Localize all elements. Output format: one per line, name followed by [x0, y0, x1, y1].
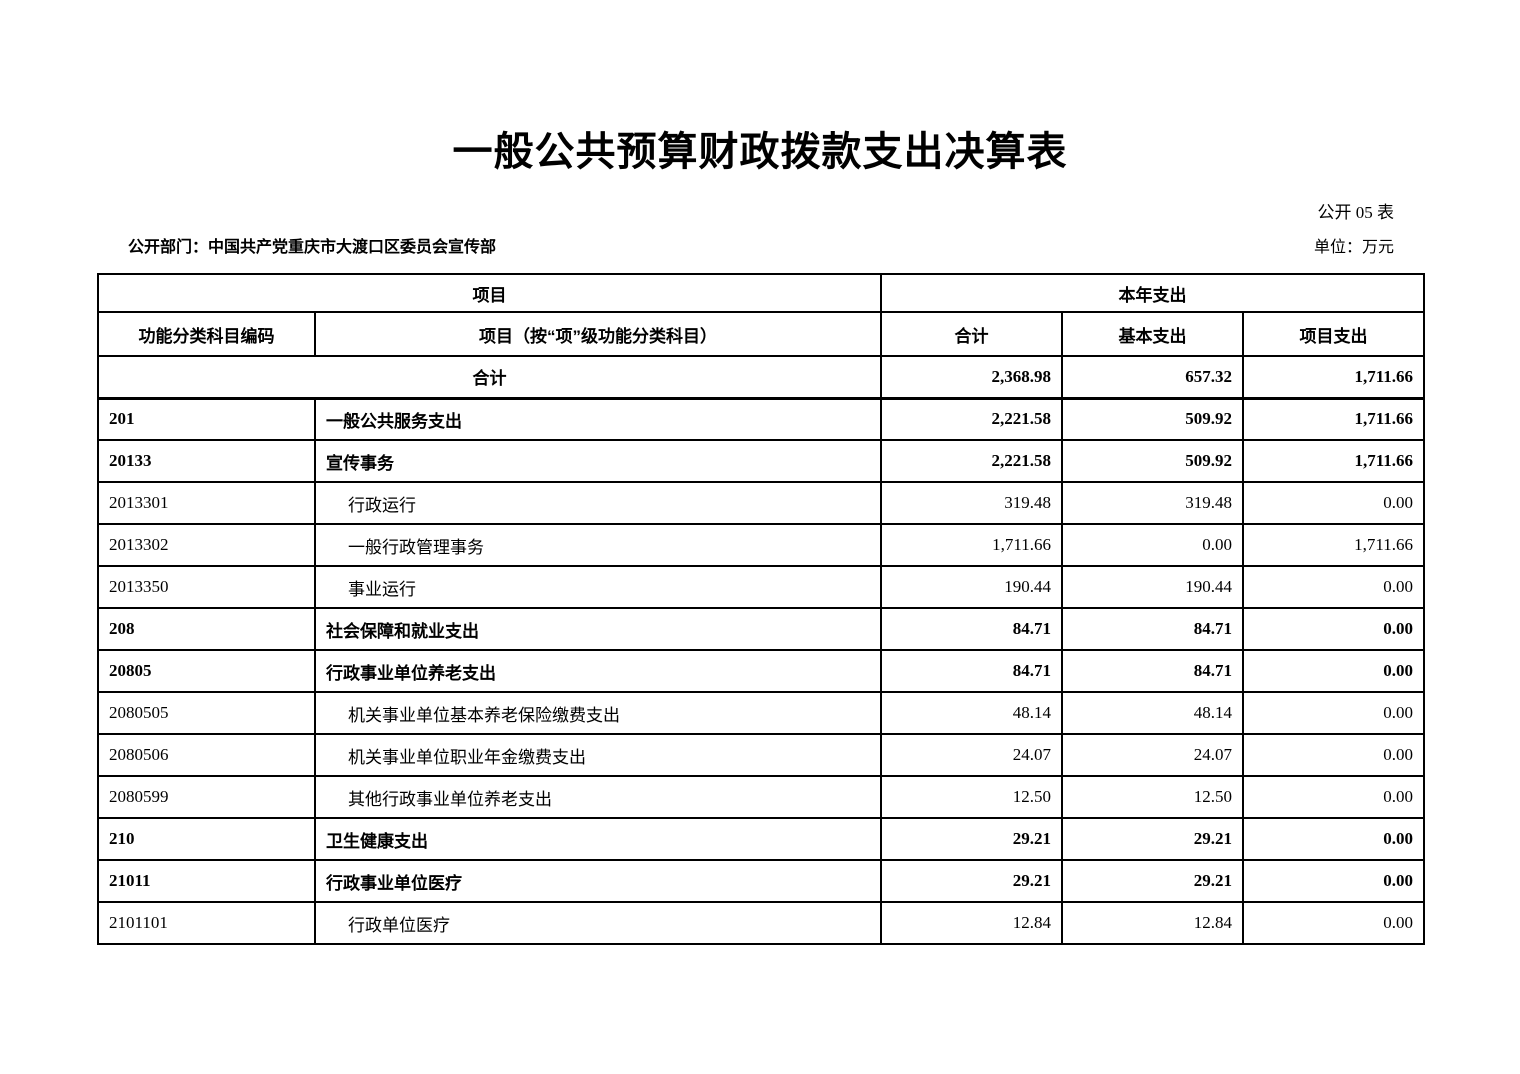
- total-cell: 12.50: [880, 775, 1063, 819]
- header-project: 项目支出: [1242, 311, 1425, 357]
- header-total: 合计: [880, 311, 1063, 357]
- total-cell: 48.14: [880, 691, 1063, 735]
- table-row-total: 合计 2,368.98 657.32 1,711.66: [97, 355, 1425, 400]
- basic-cell: 48.14: [1061, 691, 1244, 735]
- basic-cell: 509.92: [1061, 397, 1244, 441]
- total-cell: 2,368.98: [880, 355, 1063, 400]
- item-cell: 机关事业单位职业年金缴费支出: [314, 733, 882, 777]
- item-cell: 卫生健康支出: [314, 817, 882, 861]
- code-cell: 208: [97, 607, 316, 651]
- basic-cell: 12.50: [1061, 775, 1244, 819]
- total-cell: 29.21: [880, 817, 1063, 861]
- project-cell: 0.00: [1242, 901, 1425, 945]
- item-cell: 行政单位医疗: [314, 901, 882, 945]
- basic-cell: 29.21: [1061, 817, 1244, 861]
- budget-table: 项目 本年支出 功能分类科目编码 项目（按“项”级功能分类科目） 合计 基本支出…: [97, 273, 1425, 945]
- table-row: 2013350 事业运行 190.44 190.44 0.00: [97, 565, 1425, 609]
- table-row: 201 一般公共服务支出 2,221.58 509.92 1,711.66: [97, 397, 1425, 441]
- total-cell: 190.44: [880, 565, 1063, 609]
- table-row: 2013301 行政运行 319.48 319.48 0.00: [97, 481, 1425, 525]
- basic-cell: 24.07: [1061, 733, 1244, 777]
- code-cell: 21011: [97, 859, 316, 903]
- total-cell: 2,221.58: [880, 439, 1063, 483]
- table-row: 21011 行政事业单位医疗 29.21 29.21 0.00: [97, 859, 1425, 903]
- project-cell: 1,711.66: [1242, 439, 1425, 483]
- table-row: 2080599 其他行政事业单位养老支出 12.50 12.50 0.00: [97, 775, 1425, 819]
- project-cell: 0.00: [1242, 565, 1425, 609]
- item-cell: 其他行政事业单位养老支出: [314, 775, 882, 819]
- total-cell: 12.84: [880, 901, 1063, 945]
- item-cell: 一般行政管理事务: [314, 523, 882, 567]
- basic-cell: 29.21: [1061, 859, 1244, 903]
- code-cell: 210: [97, 817, 316, 861]
- project-cell: 1,711.66: [1242, 397, 1425, 441]
- project-cell: 0.00: [1242, 775, 1425, 819]
- item-cell: 社会保障和就业支出: [314, 607, 882, 651]
- table-row: 210 卫生健康支出 29.21 29.21 0.00: [97, 817, 1425, 861]
- total-cell: 29.21: [880, 859, 1063, 903]
- basic-cell: 509.92: [1061, 439, 1244, 483]
- project-cell: 0.00: [1242, 481, 1425, 525]
- header-group-row: 项目 本年支出: [97, 273, 1425, 313]
- basic-cell: 190.44: [1061, 565, 1244, 609]
- item-cell: 行政事业单位养老支出: [314, 649, 882, 693]
- code-cell: 201: [97, 397, 316, 441]
- code-cell: 2080506: [97, 733, 316, 777]
- item-cell: 合计: [97, 355, 882, 400]
- table-row: 20133 宣传事务 2,221.58 509.92 1,711.66: [97, 439, 1425, 483]
- code-cell: 2013301: [97, 481, 316, 525]
- total-cell: 319.48: [880, 481, 1063, 525]
- header-group-expense: 本年支出: [880, 273, 1425, 313]
- basic-cell: 657.32: [1061, 355, 1244, 400]
- table-row: 2080506 机关事业单位职业年金缴费支出 24.07 24.07 0.00: [97, 733, 1425, 777]
- item-cell: 宣传事务: [314, 439, 882, 483]
- code-cell: 2101101: [97, 901, 316, 945]
- total-cell: 84.71: [880, 607, 1063, 651]
- basic-cell: 84.71: [1061, 607, 1244, 651]
- code-cell: 2013350: [97, 565, 316, 609]
- header-columns-row: 功能分类科目编码 项目（按“项”级功能分类科目） 合计 基本支出 项目支出: [97, 311, 1425, 357]
- table-row: 208 社会保障和就业支出 84.71 84.71 0.00: [97, 607, 1425, 651]
- basic-cell: 12.84: [1061, 901, 1244, 945]
- code-cell: 2080599: [97, 775, 316, 819]
- unit-label: 单位：万元: [1313, 239, 1394, 256]
- basic-cell: 0.00: [1061, 523, 1244, 567]
- basic-cell: 84.71: [1061, 649, 1244, 693]
- total-cell: 1,711.66: [880, 523, 1063, 567]
- project-cell: 0.00: [1242, 607, 1425, 651]
- item-cell: 事业运行: [314, 565, 882, 609]
- project-cell: 0.00: [1242, 817, 1425, 861]
- header-basic: 基本支出: [1061, 311, 1244, 357]
- total-cell: 2,221.58: [880, 397, 1063, 441]
- header-item: 项目（按“项”级功能分类科目）: [314, 311, 882, 357]
- table-row: 2080505 机关事业单位基本养老保险缴费支出 48.14 48.14 0.0…: [97, 691, 1425, 735]
- project-cell: 0.00: [1242, 649, 1425, 693]
- basic-cell: 319.48: [1061, 481, 1244, 525]
- total-cell: 24.07: [880, 733, 1063, 777]
- table-row: 20805 行政事业单位养老支出 84.71 84.71 0.00: [97, 649, 1425, 693]
- code-cell: 20133: [97, 439, 316, 483]
- item-cell: 一般公共服务支出: [314, 397, 882, 441]
- project-cell: 0.00: [1242, 733, 1425, 777]
- total-cell: 84.71: [880, 649, 1063, 693]
- item-cell: 行政运行: [314, 481, 882, 525]
- project-cell: 0.00: [1242, 691, 1425, 735]
- department-label: 公开部门：中国共产党重庆市大渡口区委员会宣传部: [128, 239, 497, 256]
- header-group-item: 项目: [97, 273, 882, 313]
- project-cell: 0.00: [1242, 859, 1425, 903]
- page-title: 一般公共预算财政拨款支出决算表: [452, 130, 1068, 174]
- code-cell: 2013302: [97, 523, 316, 567]
- code-cell: 2080505: [97, 691, 316, 735]
- table-number: 公开 05 表: [1317, 203, 1395, 222]
- table-row: 2101101 行政单位医疗 12.84 12.84 0.00: [97, 901, 1425, 945]
- table-row: 2013302 一般行政管理事务 1,711.66 0.00 1,711.66: [97, 523, 1425, 567]
- item-cell: 行政事业单位医疗: [314, 859, 882, 903]
- item-cell: 机关事业单位基本养老保险缴费支出: [314, 691, 882, 735]
- project-cell: 1,711.66: [1242, 523, 1425, 567]
- header-code: 功能分类科目编码: [97, 311, 316, 357]
- project-cell: 1,711.66: [1242, 355, 1425, 400]
- code-cell: 20805: [97, 649, 316, 693]
